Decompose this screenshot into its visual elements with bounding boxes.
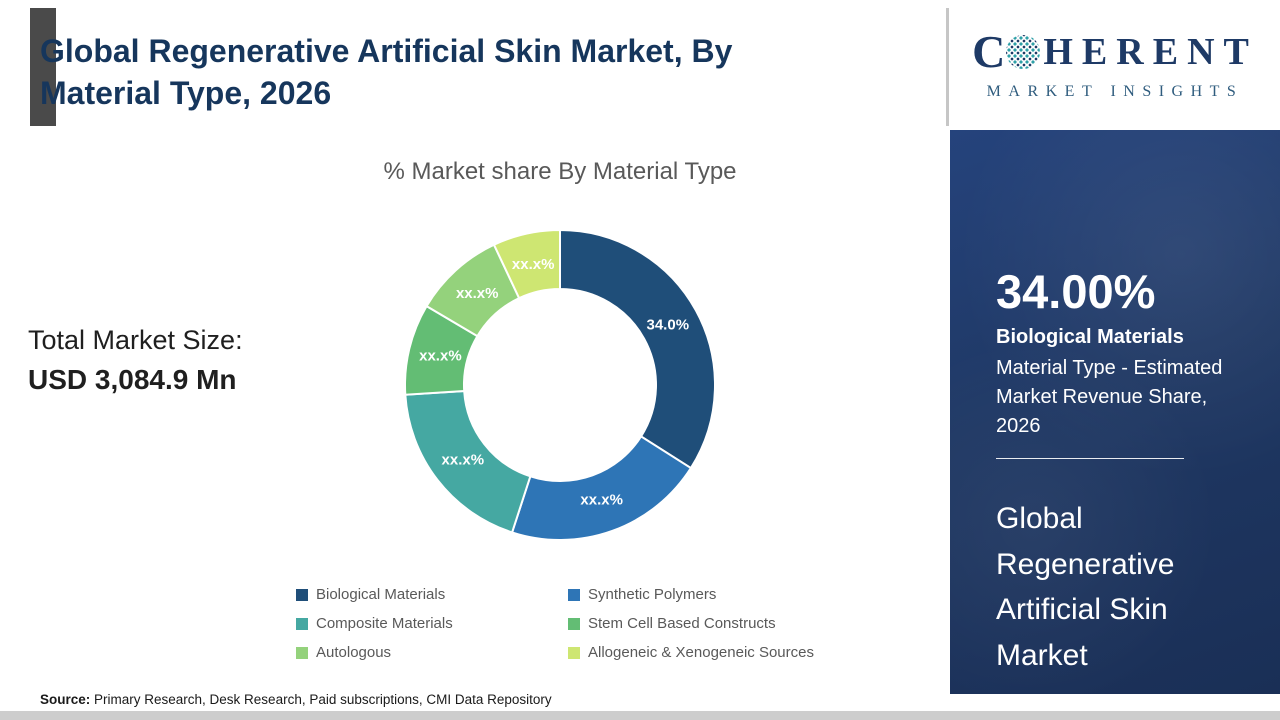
legend-swatch bbox=[568, 617, 580, 630]
logo-letter-c: C bbox=[972, 26, 1006, 77]
legend-item: Autologous bbox=[296, 644, 568, 661]
total-market-size-value: USD 3,084.9 Mn bbox=[28, 363, 237, 395]
panel-divider bbox=[996, 458, 1184, 459]
source-text: Primary Research, Desk Research, Paid su… bbox=[90, 692, 552, 707]
legend-item: Synthetic Polymers bbox=[568, 586, 814, 603]
donut-segment bbox=[510, 435, 693, 541]
source-note: Source: Primary Research, Desk Research,… bbox=[40, 692, 552, 707]
legend-swatch bbox=[568, 646, 580, 659]
logo-market-insights: MARKET INSIGHTS bbox=[986, 83, 1244, 100]
stat-description: Material Type - Estimated Market Revenue… bbox=[996, 357, 1223, 437]
donut-segment-label: xx.x% bbox=[512, 256, 555, 273]
donut-chart-svg: 34.0% xx.x% xx.x% xx.x% xx.x% xx.x% bbox=[404, 228, 716, 541]
globe-icon bbox=[1006, 35, 1041, 69]
total-market-size-label: Total Market Size: bbox=[28, 325, 243, 355]
donut-segment-label: xx.x% bbox=[419, 347, 462, 364]
logo-divider-line bbox=[946, 8, 949, 126]
chart-subtitle: % Market share By Material Type bbox=[383, 158, 737, 185]
legend-swatch bbox=[296, 617, 308, 630]
side-panel: 34.00% Biological Materials Material Typ… bbox=[950, 130, 1280, 694]
donut-segment bbox=[492, 228, 561, 300]
coherent-logo: C HERENT bbox=[972, 29, 1258, 75]
legend-item: Allogeneic & Xenogeneic Sources bbox=[568, 644, 814, 661]
legend-item: Biological Materials bbox=[296, 586, 568, 603]
legend-label: Biological Materials bbox=[316, 586, 446, 603]
bottom-strip bbox=[0, 711, 1280, 720]
stat-label: Biological Materials bbox=[996, 326, 1184, 348]
legend-item: Stem Cell Based Constructs bbox=[568, 615, 814, 632]
donut-segment-label: xx.x% bbox=[442, 451, 485, 468]
stat-value: 34.00% bbox=[996, 265, 1156, 318]
legend-swatch bbox=[296, 646, 308, 659]
donut-segment-label: xx.x% bbox=[580, 492, 623, 509]
legend-label: Autologous bbox=[316, 644, 392, 661]
donut-chart: 34.0% xx.x% xx.x% xx.x% xx.x% xx.x% bbox=[395, 220, 725, 550]
source-label: Source: bbox=[40, 692, 91, 707]
market-name: Global Regenerative Artificial Skin Mark… bbox=[996, 502, 1175, 672]
logo-word-rest: HERENT bbox=[1043, 31, 1258, 73]
logo-box: C HERENT MARKET INSIGHTS bbox=[950, 0, 1280, 130]
legend-label: Composite Materials bbox=[316, 615, 453, 632]
donut-segment-label: xx.x% bbox=[456, 285, 499, 302]
legend-swatch bbox=[568, 588, 580, 601]
page-title: Global Regenerative Artificial Skin Mark… bbox=[40, 33, 733, 112]
accent-bar bbox=[30, 8, 56, 126]
total-market-size: Total Market Size: USD 3,084.9 Mn bbox=[28, 322, 243, 399]
donut-segment-label: 34.0% bbox=[647, 317, 690, 334]
legend-label: Synthetic Polymers bbox=[588, 586, 717, 603]
legend-swatch bbox=[296, 588, 308, 601]
chart-legend: Biological Materials Synthetic Polymers Co… bbox=[296, 586, 814, 661]
legend-label: Allogeneic & Xenogeneic Sources bbox=[588, 644, 814, 661]
legend-item: Composite Materials bbox=[296, 615, 568, 632]
donut-segment bbox=[559, 228, 716, 470]
legend-label: Stem Cell Based Constructs bbox=[588, 615, 776, 632]
